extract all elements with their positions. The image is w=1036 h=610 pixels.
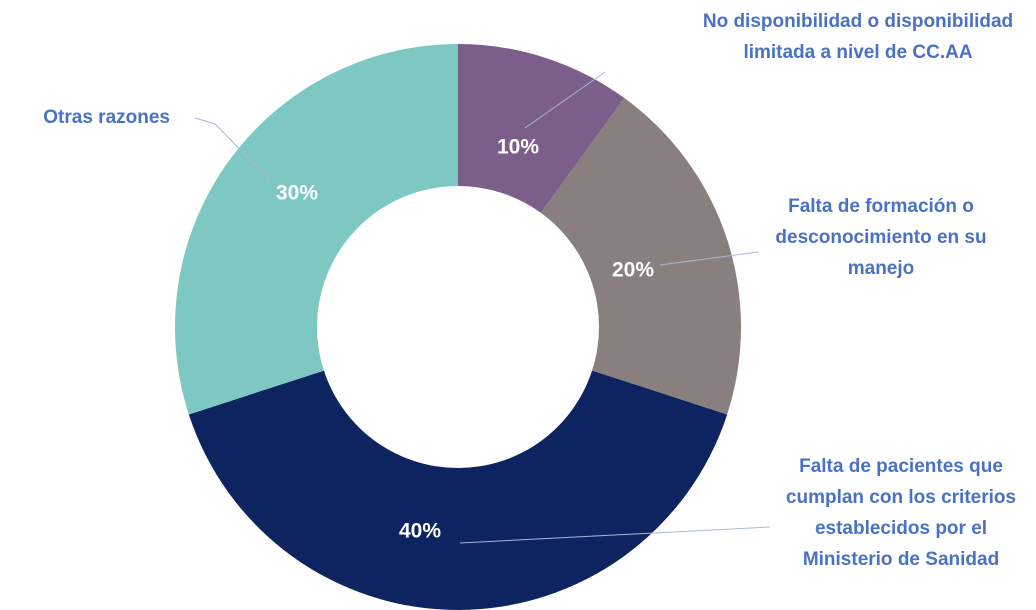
donut-slice <box>540 98 741 415</box>
leader-line <box>194 117 271 181</box>
donut-slice <box>188 370 728 610</box>
donut-slice <box>458 44 625 213</box>
percent-label: 20% <box>612 259 654 282</box>
percent-label: 30% <box>276 182 318 205</box>
category-label: No disponibilidad o disponibilidad limit… <box>702 11 1014 63</box>
percent-label: 10% <box>497 136 539 159</box>
leader-line <box>524 71 606 129</box>
percent-label: 40% <box>399 520 441 543</box>
category-label: Otras razones <box>43 107 170 128</box>
category-label: Falta de pacientes que cumplan con los c… <box>785 456 1017 570</box>
leader-line <box>459 526 771 544</box>
leader-line <box>659 251 759 266</box>
category-label: Falta de formación o desconocimiento en … <box>775 196 987 279</box>
donut-slice <box>174 44 458 415</box>
